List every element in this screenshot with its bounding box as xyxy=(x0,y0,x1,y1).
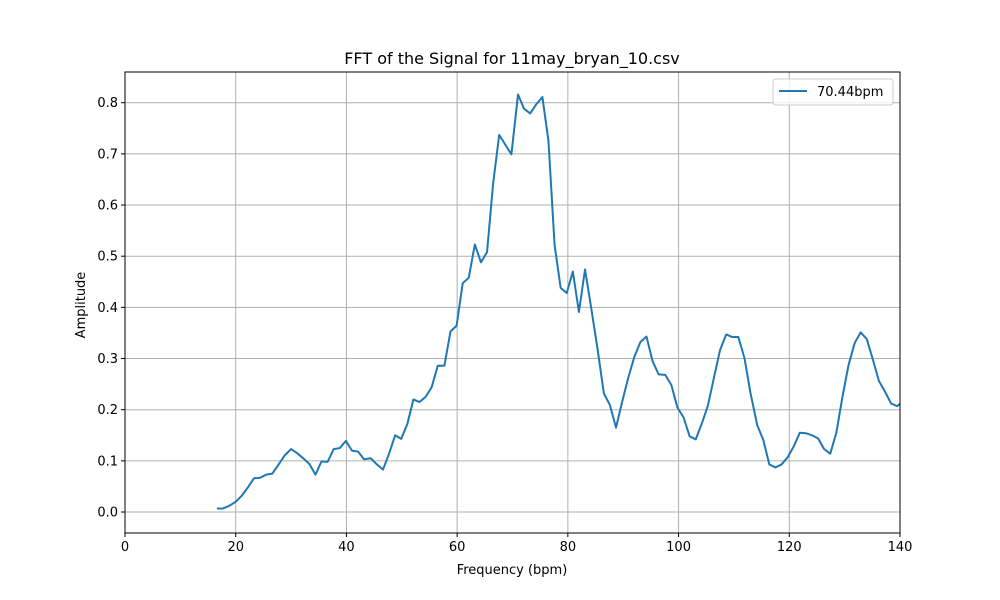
plot-area-frame xyxy=(124,71,901,534)
x-axis-label: Frequency (bpm) xyxy=(457,563,568,578)
y-tick-label: 0.0 xyxy=(97,506,118,521)
y-tick-label: 0.5 xyxy=(97,250,118,265)
x-tick-label: 140 xyxy=(888,540,913,555)
x-tick-label: 40 xyxy=(338,540,355,555)
series-layer xyxy=(216,93,900,510)
x-tick-label: 120 xyxy=(777,540,802,555)
y-axis-label: Amplitude xyxy=(74,272,89,339)
y-tick-label: 0.8 xyxy=(97,96,118,111)
y-tick-label: 0.6 xyxy=(97,199,118,214)
y-tick-label: 0.3 xyxy=(97,352,118,367)
y-tick-label: 0.2 xyxy=(97,403,118,418)
x-tick-label: 100 xyxy=(666,540,691,555)
x-axis-ticks: 0 20 40 60 80 100 120 140 xyxy=(121,533,913,555)
y-tick-label: 0.4 xyxy=(97,301,118,316)
legend-label: 70.44bpm xyxy=(817,85,883,100)
y-tick-label: 0.7 xyxy=(97,147,118,162)
legend: 70.44bpm xyxy=(772,78,894,106)
x-tick-label: 0 xyxy=(121,540,129,555)
y-axis-ticks: 0.0 0.1 0.2 0.3 0.4 0.5 0.6 0.7 0.8 xyxy=(97,96,125,521)
legend-box xyxy=(772,78,894,106)
x-tick-label: 60 xyxy=(449,540,466,555)
x-tick-label: 80 xyxy=(560,540,577,555)
x-tick-label: 20 xyxy=(227,540,244,555)
chart-title: FFT of the Signal for 11may_bryan_10.csv xyxy=(344,49,680,69)
series-line xyxy=(216,93,900,510)
y-tick-label: 0.1 xyxy=(97,454,118,469)
